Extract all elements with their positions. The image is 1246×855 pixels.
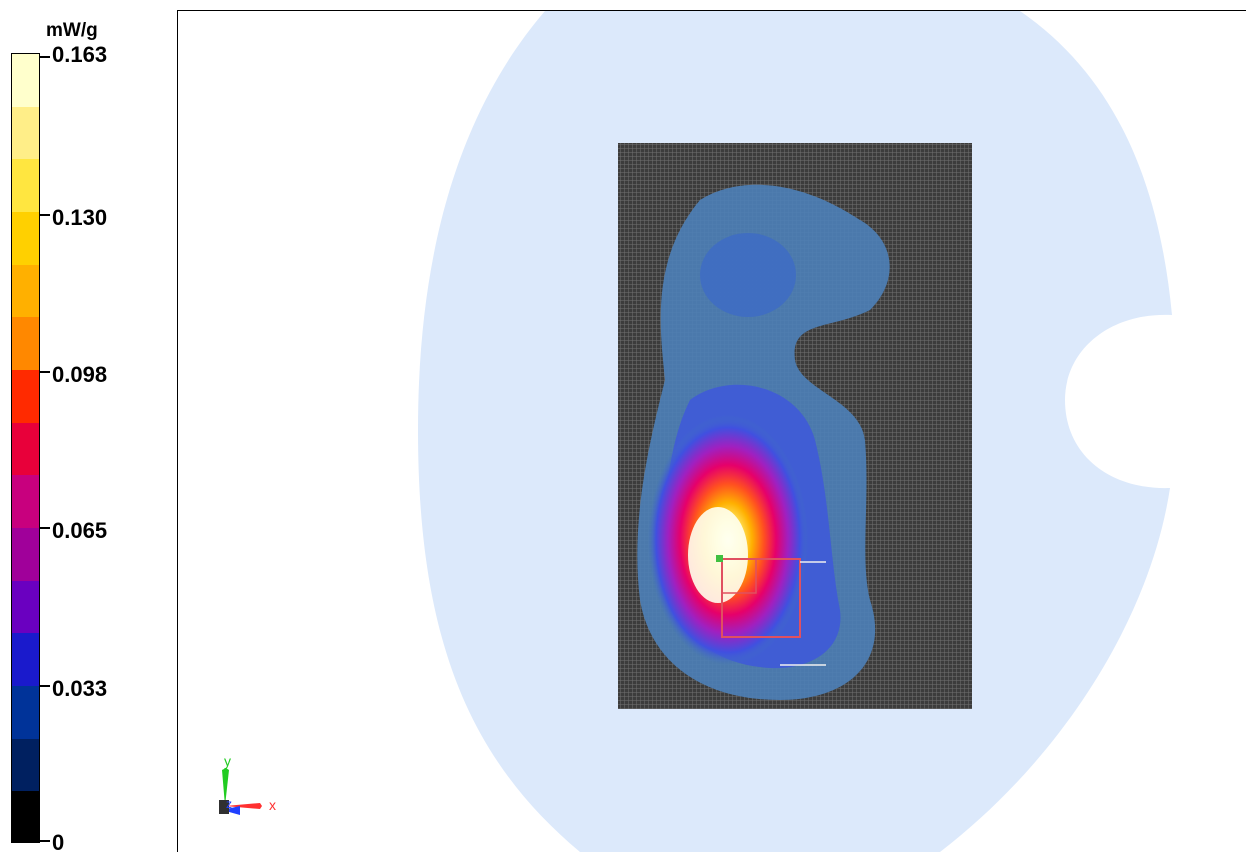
tick-label-0065: 0.065	[52, 518, 108, 543]
tick-label-min: 0	[52, 830, 65, 855]
zoom-scan-box	[721, 558, 801, 638]
plot-area	[177, 10, 1246, 852]
colorbar-segment	[12, 791, 39, 842]
colorbar-segment	[12, 422, 39, 477]
x-axis-label: x	[269, 797, 276, 813]
y-axis-arrow	[222, 768, 229, 806]
colorbar-segment	[12, 370, 39, 424]
colorbar-segment	[12, 580, 39, 635]
colorbar-segment	[12, 212, 39, 266]
colorbar-segment	[12, 264, 39, 319]
colorbar-segment	[12, 317, 39, 371]
axis-triad: x y z	[219, 753, 276, 815]
tick-mark	[40, 214, 50, 216]
tick-label-0033: 0.033	[52, 676, 108, 701]
tick-label-max: 0.163	[52, 42, 108, 67]
legend-unit-label: mW/g	[46, 20, 98, 41]
colorbar-segment	[12, 106, 39, 161]
y-axis-label: y	[224, 753, 231, 769]
tick-mark	[40, 840, 50, 842]
tick-mark	[40, 685, 50, 687]
z-axis-arrow	[222, 806, 240, 815]
z-axis-label: z	[226, 797, 232, 811]
colorbar-segment	[12, 528, 39, 582]
tick-mark	[40, 527, 50, 529]
field-contour-upper-core	[700, 233, 796, 317]
colorbar	[11, 53, 40, 843]
x-axis-arrow	[225, 803, 262, 809]
colorbar-segment	[12, 159, 39, 213]
tick-mark	[40, 56, 50, 58]
tick-mark	[40, 371, 50, 373]
tick-label-0098: 0.098	[52, 362, 108, 387]
probe-marker	[716, 555, 723, 562]
colorbar-segment	[12, 686, 39, 740]
colorbar-segment	[12, 54, 39, 108]
colorbar-segment	[12, 475, 39, 529]
zoom-scan-box-inner	[721, 558, 757, 594]
tick-label-0130: 0.130	[52, 205, 108, 230]
colorbar-segment	[12, 738, 39, 793]
colorbar-segment	[12, 633, 39, 687]
axis-origin	[219, 800, 229, 814]
